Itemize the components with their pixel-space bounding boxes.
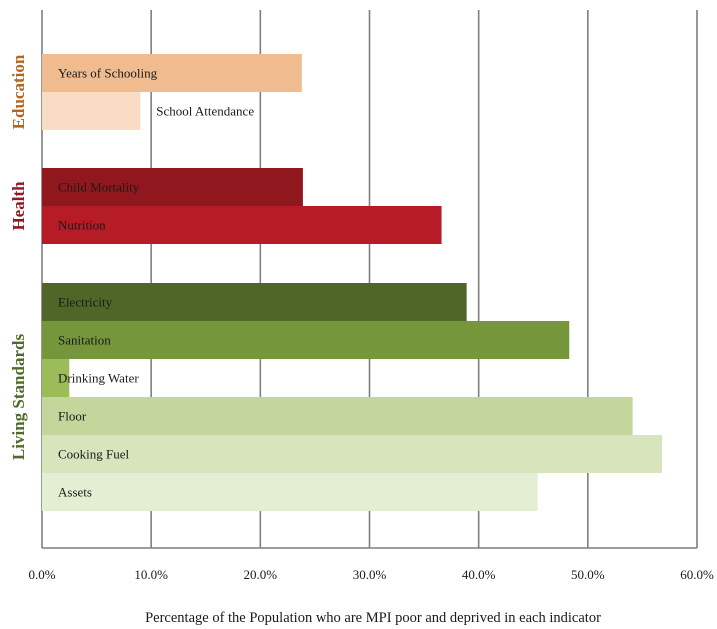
bar-label: Floor	[58, 409, 87, 424]
x-axis-label: Percentage of the Population who are MPI…	[145, 610, 601, 626]
bar-school-attendance	[42, 92, 141, 130]
x-tick-label: 0.0%	[28, 567, 55, 582]
bar-label: School Attendance	[156, 104, 254, 119]
bar-years-of-schooling	[42, 54, 302, 92]
bar-assets	[42, 473, 538, 511]
group-label-education: Education	[9, 54, 28, 129]
bar-floor	[42, 397, 633, 435]
x-tick-label: 40.0%	[462, 567, 496, 582]
bar-label: Drinking Water	[58, 371, 139, 386]
group-label-health: Health	[9, 181, 28, 231]
bar-label: Nutrition	[58, 218, 106, 233]
bar-electricity	[42, 283, 467, 321]
bar-cooking-fuel	[42, 435, 663, 473]
bar-label: Assets	[58, 485, 92, 500]
x-tick-labels: 0.0% 10.0% 20.0% 30.0% 40.0% 50.0% 60.0%	[28, 567, 714, 582]
group-label-living-standards: Living Standards	[9, 334, 28, 461]
x-tick-label: 30.0%	[353, 567, 387, 582]
bar-labels: Years of Schooling School Attendance Child…	[58, 66, 254, 500]
group-labels: Education Health Living Standards	[9, 54, 28, 460]
bar-label: Child Mortality	[58, 180, 140, 195]
x-tick-label: 60.0%	[680, 567, 714, 582]
bar-sanitation	[42, 321, 570, 359]
bar-child-mortality	[42, 168, 303, 206]
x-tick-label: 10.0%	[134, 567, 168, 582]
bar-label: Sanitation	[58, 333, 111, 348]
bar-label: Electricity	[58, 295, 113, 310]
bars	[42, 54, 663, 511]
bar-label: Cooking Fuel	[58, 447, 130, 462]
x-tick-label: 50.0%	[571, 567, 605, 582]
gridlines	[41, 10, 698, 548]
x-tick-label: 20.0%	[244, 567, 278, 582]
bar-drinking-water	[42, 359, 70, 397]
bar-nutrition	[42, 206, 442, 244]
bar-label: Years of Schooling	[58, 66, 158, 81]
